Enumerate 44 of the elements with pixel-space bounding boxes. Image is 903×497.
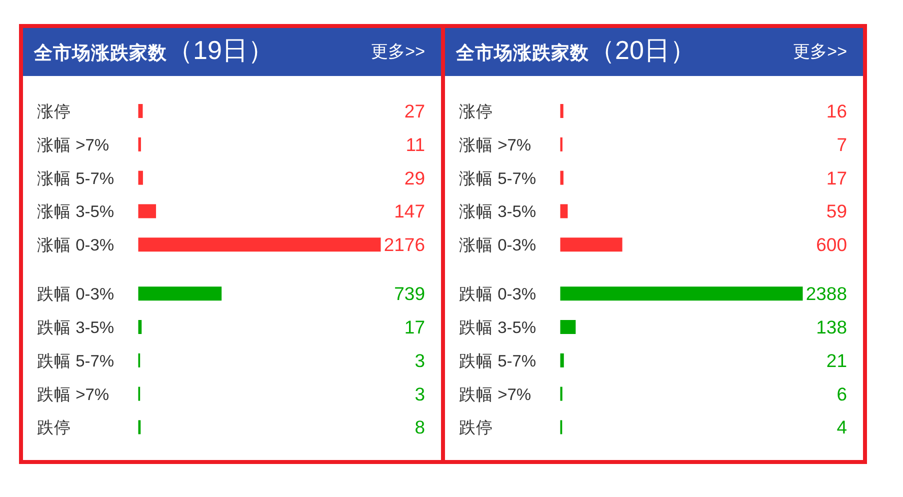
value-label: 29 [404,167,425,188]
value-label: 739 [394,283,425,304]
category-label: 涨幅 >7% [459,136,532,154]
category-label: 涨幅 5-7% [459,170,536,188]
value-label: 2388 [806,283,847,304]
value-label: 6 [836,383,847,404]
value-label: 17 [826,167,847,188]
category-label: 跌幅 >7% [459,386,532,404]
value-label: 8 [414,416,425,438]
value-label: 3 [414,350,425,371]
category-label: 跌幅 0-3% [459,286,536,304]
value-label: 21 [826,350,847,371]
value-label: 4 [836,416,847,438]
category-label: 涨幅 0-3% [37,236,114,255]
category-label: 涨幅 3-5% [459,203,536,222]
value-label: 2176 [384,234,425,256]
annotation: 更多>> [793,42,847,61]
title: 全市场涨跌家数（20日） [456,35,696,65]
value-label: 27 [404,100,425,122]
category-label: 涨停 [459,103,493,121]
category-label: 涨幅 5-7% [37,170,114,188]
value-label: 147 [394,200,425,222]
category-label: 涨停 [37,103,71,121]
category-label: 跌幅 3-5% [459,319,536,337]
category-label: 跌停 [459,419,493,438]
value-label: 7 [836,134,847,155]
annotation: 更多>> [371,42,425,61]
category-label: 跌停 [37,419,71,438]
value-label: 11 [406,134,425,155]
title: 全市场涨跌家数（19日） [34,35,274,65]
value-label: 138 [816,316,847,338]
category-label: 跌幅 >7% [37,386,110,404]
value-label: 16 [826,100,847,122]
value-label: 59 [826,200,847,222]
value-label: 17 [404,316,425,338]
value-label: 3 [414,383,425,404]
category-label: 跌幅 5-7% [37,352,114,370]
category-label: 跌幅 5-7% [459,352,536,370]
category-label: 涨幅 3-5% [37,203,114,222]
category-label: 跌幅 3-5% [37,319,114,337]
category-label: 跌幅 0-3% [37,286,114,304]
category-label: 涨幅 0-3% [459,236,536,255]
category-label: 涨幅 >7% [37,136,110,154]
value-label: 600 [816,234,847,256]
